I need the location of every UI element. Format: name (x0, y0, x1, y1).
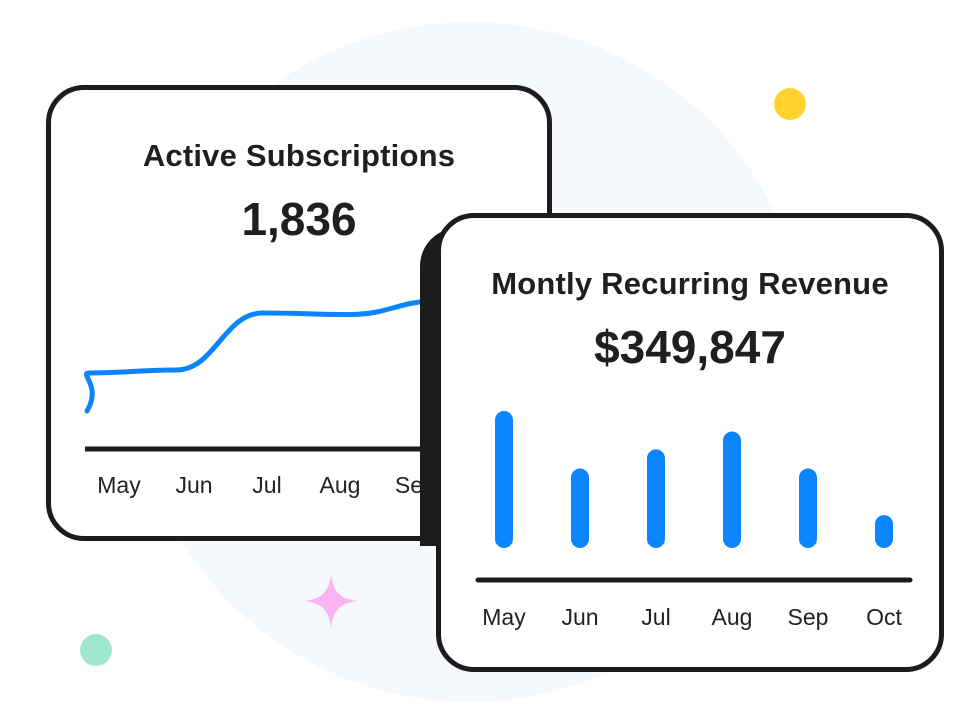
revenue-title: Montly Recurring Revenue (491, 266, 889, 301)
bar (495, 411, 513, 548)
x-tick-label: Jul (641, 604, 670, 630)
x-tick-label: Oct (866, 604, 902, 630)
x-tick-label: May (97, 472, 141, 498)
x-tick-label: Sep (788, 604, 829, 630)
yellow-dot-decoration (774, 88, 806, 120)
bar (799, 468, 817, 548)
x-tick-label: May (482, 604, 526, 630)
revenue-value: $349,847 (594, 321, 786, 373)
revenue-bar-chart: May Jun Jul Aug Sep Oct (475, 411, 913, 630)
monthly-recurring-revenue-card: Montly Recurring Revenue $349,847 May Jun… (436, 213, 944, 672)
bar (875, 515, 893, 548)
subscriptions-value: 1,836 (241, 193, 357, 245)
subscriptions-title: Active Subscriptions (142, 138, 456, 173)
bar (647, 449, 665, 548)
bar (571, 468, 589, 548)
x-tick-label: Jun (561, 604, 598, 630)
teal-dot-decoration (80, 634, 112, 666)
x-tick-label: Aug (320, 472, 361, 498)
subscriptions-line-chart: May Jun Jul Aug Se (84, 268, 521, 498)
x-tick-label: Jun (175, 472, 212, 498)
x-tick-label: Jul (252, 472, 281, 498)
x-tick-label: Aug (712, 604, 753, 630)
sparkle-icon (304, 574, 358, 628)
bar (723, 431, 741, 548)
x-tick-label: Se (395, 472, 423, 498)
